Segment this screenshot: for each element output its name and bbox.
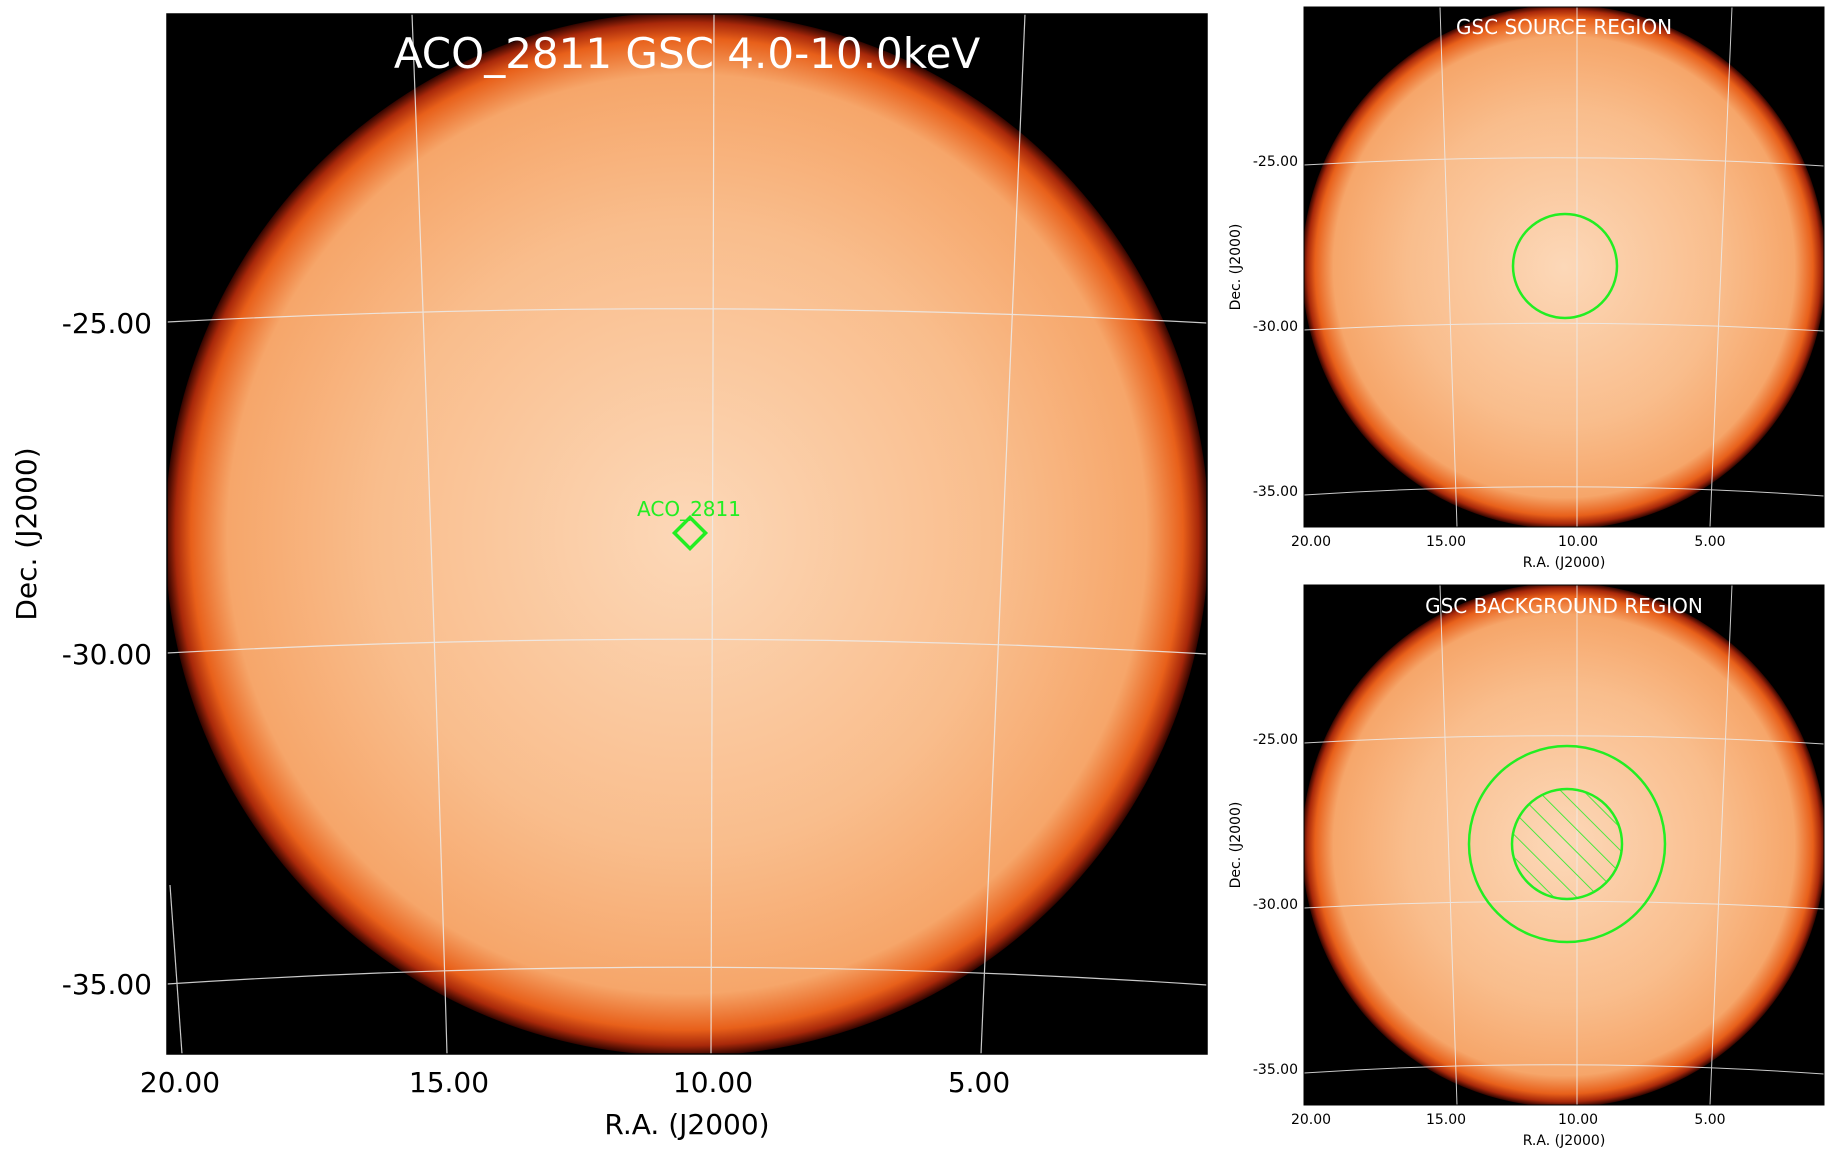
background-outer-circle (1467, 744, 1667, 944)
source-marker: ACO_2811 (637, 497, 741, 552)
background-y-tick: -35.00 (1253, 1062, 1298, 1078)
background-x-ticks: 20.00 15.00 10.00 5.00 (1291, 1112, 1726, 1128)
background-panel-frame (1303, 584, 1825, 1106)
main-x-ticks: 20.00 15.00 10.00 5.00 (140, 1066, 1010, 1099)
source-y-ticks: -25.00 -30.00 -35.00 (1253, 154, 1298, 500)
source-label: ACO_2811 (637, 497, 741, 521)
background-x-tick: 20.00 (1291, 1112, 1331, 1128)
main-x-axis-label: R.A. (J2000) (604, 1108, 769, 1141)
background-y-tick: -25.00 (1253, 732, 1298, 748)
source-coordinate-grid (1304, 7, 1824, 527)
source-x-ticks: 20.00 15.00 10.00 5.00 (1291, 534, 1726, 550)
source-panel-title: GSC SOURCE REGION (1456, 15, 1672, 39)
source-region-panel: GSC SOURCE REGION 20.00 15.00 10.00 5.00… (1228, 6, 1825, 571)
background-y-tick: -30.00 (1253, 897, 1298, 913)
main-x-tick: 5.00 (948, 1066, 1010, 1099)
source-y-tick: -30.00 (1253, 319, 1298, 335)
source-exposure-disk (1304, 7, 1824, 527)
main-panel-frame (166, 13, 1208, 1055)
main-x-tick: 20.00 (140, 1066, 220, 1099)
source-y-tick: -35.00 (1253, 484, 1298, 500)
main-panel: ACO_2811 GSC 4.0-10.0keV ACO_2811 20.00 … (10, 13, 1208, 1141)
main-title: ACO_2811 GSC 4.0-10.0keV (394, 29, 981, 78)
source-y-tick: -25.00 (1253, 154, 1298, 170)
background-x-tick: 5.00 (1694, 1112, 1725, 1128)
main-y-axis-label: Dec. (J2000) (10, 447, 43, 620)
main-x-tick: 15.00 (409, 1066, 489, 1099)
source-panel-frame (1303, 6, 1825, 528)
source-x-tick: 10.00 (1558, 534, 1598, 550)
main-y-tick: -35.00 (62, 968, 152, 1001)
source-extraction-circle (1511, 212, 1619, 320)
main-x-tick: 10.00 (673, 1066, 753, 1099)
source-diamond-marker (671, 514, 709, 552)
background-x-tick: 10.00 (1558, 1112, 1598, 1128)
background-y-axis-label: Dec. (J2000) (1228, 802, 1244, 889)
main-y-tick: -25.00 (62, 307, 152, 340)
source-x-tick: 20.00 (1291, 534, 1331, 550)
background-panel-title: GSC BACKGROUND REGION (1425, 594, 1703, 618)
background-x-axis-label: R.A. (J2000) (1523, 1133, 1606, 1149)
background-excluded-circle (1510, 787, 1624, 901)
main-y-ticks: -25.00 -30.00 -35.00 (62, 307, 152, 1001)
source-y-axis-label: Dec. (J2000) (1228, 224, 1244, 311)
background-x-tick: 15.00 (1426, 1112, 1466, 1128)
source-x-tick: 15.00 (1426, 534, 1466, 550)
background-y-ticks: -25.00 -30.00 -35.00 (1253, 732, 1298, 1078)
main-coordinate-grid (167, 14, 1207, 1054)
source-x-axis-label: R.A. (J2000) (1523, 555, 1606, 571)
background-region-panel: GSC BACKGROUND REGION 20.00 15.00 10.00 … (1228, 584, 1825, 1149)
main-y-tick: -30.00 (62, 638, 152, 671)
source-x-tick: 5.00 (1694, 534, 1725, 550)
main-exposure-disk (167, 14, 1207, 1054)
